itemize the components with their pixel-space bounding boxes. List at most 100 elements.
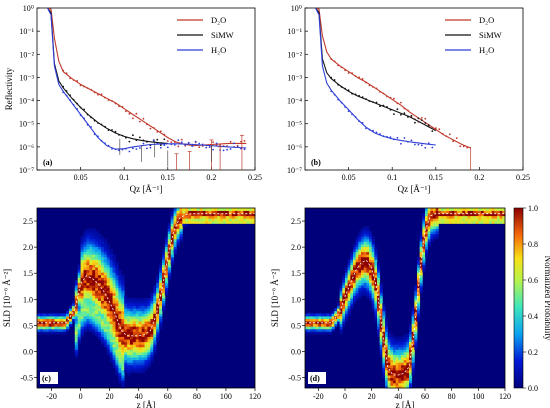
- heatmap-cell: [202, 213, 206, 217]
- heatmap-cell: [371, 285, 375, 289]
- heatmap-cell: [100, 339, 105, 343]
- heatmap-cell: [483, 210, 487, 214]
- heatmap-cell: [202, 210, 206, 214]
- heatmap-cell: [355, 236, 359, 240]
- heatmap-cell: [353, 290, 357, 294]
- data-point: [361, 122, 364, 124]
- heatmap-cell: [147, 316, 151, 319]
- heatmap-cell: [326, 331, 330, 335]
- heatmap-cell: [382, 305, 386, 309]
- data-point: [330, 76, 333, 79]
- data-point: [184, 144, 187, 146]
- heatmap-cell: [228, 210, 233, 214]
- data-point: [372, 86, 374, 88]
- heatmap-cell: [403, 352, 407, 355]
- heatmap-cell: [80, 264, 84, 268]
- heatmap-cell: [112, 303, 116, 307]
- heatmap-cell: [48, 326, 52, 330]
- heatmap-cell: [422, 231, 426, 235]
- heatmap-cell: [353, 298, 357, 301]
- heatmap-cell: [130, 321, 134, 325]
- heatmap-cell: [115, 362, 119, 366]
- heatmap-cell: [377, 316, 381, 319]
- heatmap-cell: [89, 238, 93, 242]
- heatmap-cell: [430, 228, 434, 232]
- heatmap-cell: [339, 295, 343, 299]
- heatmap-cell: [358, 292, 362, 296]
- heatmap-cell: [205, 213, 209, 217]
- heatmap-cell: [144, 346, 148, 350]
- heatmap-cell: [144, 339, 148, 343]
- panel-label-bg: [308, 372, 326, 384]
- heatmap-cell: [491, 218, 495, 222]
- x-tick-label: 0.1: [387, 173, 397, 182]
- heatmap-cell: [411, 326, 415, 330]
- heatmap-cell: [305, 313, 309, 317]
- heatmap-cell: [138, 344, 143, 348]
- heatmap-cell: [353, 287, 357, 291]
- heatmap-cell: [89, 251, 93, 255]
- heatmap-cell: [318, 316, 322, 319]
- heatmap-cell: [385, 364, 389, 368]
- heatmap-cell: [419, 280, 423, 283]
- heatmap-cell: [138, 364, 143, 368]
- heatmap-cell: [74, 321, 79, 325]
- heatmap-cell: [417, 259, 421, 263]
- heatmap-cell: [138, 310, 143, 314]
- heatmap-cell: [443, 218, 447, 222]
- data-point: [107, 99, 110, 101]
- heatmap-cell: [199, 220, 204, 224]
- heatmap-cell: [170, 241, 175, 245]
- heatmap-cell: [159, 274, 163, 278]
- heatmap-cell: [127, 300, 131, 304]
- heatmap-cell: [326, 326, 330, 330]
- y-tick-label: -0.5: [20, 374, 33, 383]
- heatmap-cell: [323, 331, 327, 335]
- data-point: [173, 141, 176, 144]
- heatmap-cell: [377, 318, 381, 322]
- heatmap-cell: [337, 316, 341, 319]
- heatmap-cell: [481, 215, 485, 219]
- y-tick-label: 10⁻⁴: [19, 97, 34, 106]
- heatmap-cell: [106, 341, 111, 345]
- heatmap-cell: [80, 334, 84, 337]
- heatmap-cell: [132, 331, 137, 335]
- heatmap-cell: [398, 370, 402, 373]
- heatmap-cell: [86, 244, 90, 247]
- heatmap-cell: [103, 328, 108, 332]
- data-point: [330, 58, 333, 60]
- heatmap-cell: [379, 346, 383, 350]
- heatmap-cell: [92, 238, 96, 242]
- heatmap-cell: [315, 326, 319, 330]
- heatmap-cell: [77, 285, 81, 289]
- legend-label: H₂O: [479, 45, 494, 55]
- heatmap-cell: [473, 208, 477, 211]
- y-tick-label: 10⁻⁶: [19, 143, 34, 152]
- heatmap-cell: [83, 272, 87, 276]
- heatmap-cell: [86, 300, 90, 304]
- heatmap-cell: [132, 323, 137, 327]
- heatmap-cell: [202, 215, 206, 219]
- heatmap-cell: [121, 339, 125, 343]
- heatmap-cell: [494, 208, 498, 211]
- heatmap-cell: [161, 277, 166, 281]
- heatmap-cell: [103, 313, 108, 317]
- heatmap-cell: [361, 290, 365, 294]
- data-point: [142, 117, 145, 120]
- heatmap-cell: [459, 210, 463, 214]
- heatmap-cell: [106, 244, 111, 247]
- heatmap-cell: [379, 316, 383, 319]
- heatmap-cell: [355, 287, 359, 291]
- data-point: [180, 141, 183, 144]
- heatmap-cell: [77, 310, 81, 314]
- heatmap-cell: [379, 334, 383, 337]
- heatmap-cell: [135, 341, 140, 345]
- heatmap-cell: [371, 251, 375, 255]
- heatmap-cell: [382, 326, 386, 330]
- heatmap-cell: [124, 362, 128, 366]
- heatmap-cell: [305, 328, 309, 332]
- heatmap-cell: [127, 331, 131, 335]
- heatmap-cell: [83, 256, 87, 260]
- heatmap-cell: [395, 359, 399, 363]
- heatmap-cell: [109, 256, 113, 260]
